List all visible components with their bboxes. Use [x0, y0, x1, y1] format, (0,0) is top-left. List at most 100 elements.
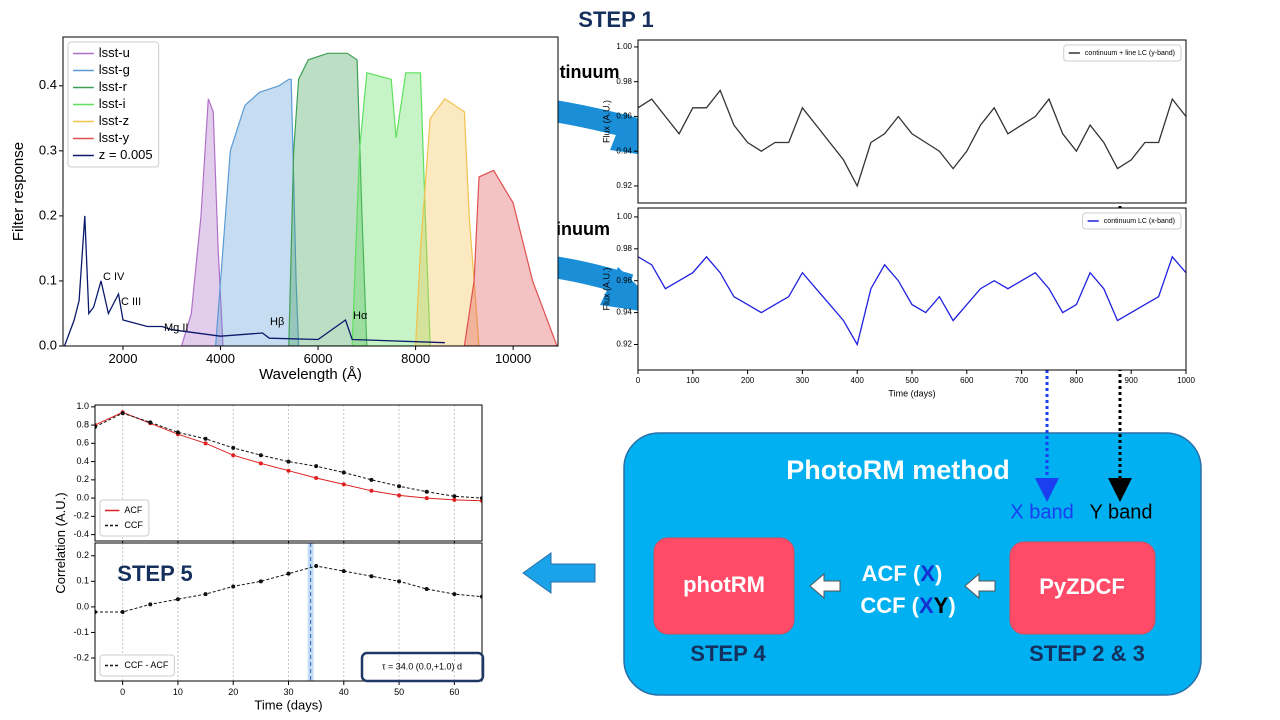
- x-tick-label: 2000: [109, 351, 138, 366]
- filter-area: [288, 52, 368, 346]
- legend-label: lsst-z: [99, 113, 129, 128]
- point: [231, 445, 236, 450]
- legend-box: [67, 41, 160, 168]
- y-tick-label: 0.1: [39, 272, 57, 287]
- legend-label: ACF: [124, 505, 143, 515]
- point: [286, 468, 291, 473]
- x-tick-label: 1000: [1177, 376, 1195, 385]
- filter-area: [180, 98, 224, 346]
- y-axis-label: Flux (A.U.): [602, 100, 612, 143]
- point: [452, 497, 457, 502]
- y-tick-label: 0.94: [616, 308, 632, 317]
- point: [258, 461, 263, 466]
- x-tick-label: 800: [1070, 376, 1084, 385]
- x-tick-label: 10: [173, 687, 183, 697]
- line-annotation: C IV: [103, 271, 125, 283]
- pyzdcf-label: PyZDCF: [1039, 574, 1125, 599]
- point: [314, 476, 319, 481]
- y-tick-label: 0.96: [616, 276, 632, 285]
- point: [120, 411, 125, 416]
- x-tick-label: 200: [741, 376, 755, 385]
- x-tick-label: 300: [796, 376, 810, 385]
- frame: [94, 542, 483, 682]
- legend: continuum + line LC (y-band): [1063, 44, 1182, 62]
- y-tick-label: 0.98: [616, 244, 632, 253]
- y-tick-label: 0.8: [76, 419, 89, 429]
- line-annotation: C III: [121, 296, 141, 308]
- point: [424, 489, 429, 494]
- point: [175, 430, 180, 435]
- point: [452, 592, 457, 597]
- legend-label: lsst-u: [99, 45, 130, 60]
- ccf-label: CCF (XY): [860, 593, 955, 618]
- filter-area: [415, 97, 480, 346]
- y-tick-label: 0.4: [39, 77, 57, 92]
- text: CCF (: [860, 593, 919, 618]
- photrm-label: photRM: [683, 572, 765, 597]
- point: [120, 610, 125, 614]
- series-line: [95, 565, 482, 613]
- point: [397, 484, 402, 489]
- series-group: [638, 255, 1186, 347]
- x-tick-label: 0: [120, 687, 125, 697]
- lag-annotation: τ = 34.0 (0.0,+1.0) d: [382, 661, 462, 671]
- x-tick-label: 700: [1015, 376, 1029, 385]
- legend-label: CCF - ACF: [124, 660, 169, 670]
- legend-box: [99, 654, 175, 677]
- y-axis-label: Filter response: [10, 142, 27, 241]
- y-tick-label: 1.00: [616, 212, 632, 221]
- point: [369, 488, 374, 493]
- y-axis-label: Correlation (A.U.): [53, 492, 68, 593]
- filter-area: [463, 169, 558, 346]
- text: X: [920, 561, 935, 586]
- x-tick-label: 60: [449, 687, 459, 697]
- point: [369, 574, 374, 579]
- legend: lsst-u lsst-g lsst-r lsst-i lsst-z lsst-y z = …: [67, 41, 160, 168]
- frame: [637, 207, 1187, 371]
- point: [424, 496, 429, 501]
- point: [341, 470, 346, 475]
- point: [148, 420, 153, 425]
- chart: 0 100 200 300 400 500 600 700 800 900 1000 0.92 0.94…: [602, 207, 1195, 398]
- text: ): [935, 561, 942, 586]
- legend-box: [99, 499, 150, 537]
- line-annotation: Hα: [353, 310, 368, 322]
- text: ): [948, 593, 955, 618]
- legend: continuum LC (x-band): [1082, 212, 1182, 230]
- chart: 0 10 20 30 40 50 60 -0.2 -0.1 0.0 0.1 0.2 CCF - ACF T…: [73, 542, 483, 712]
- step-label: STEP 1: [578, 7, 653, 32]
- text: X: [919, 593, 934, 618]
- frame: [94, 404, 483, 542]
- y-tick-label: 0.2: [39, 207, 57, 222]
- point: [203, 441, 208, 446]
- y-tick-label: -0.1: [73, 627, 89, 637]
- legend-label: lsst-y: [99, 130, 130, 145]
- x-tick-label: 500: [905, 376, 919, 385]
- x-tick-label: 400: [851, 376, 865, 385]
- plot-area: [638, 40, 1186, 203]
- legend-label: lsst-i: [99, 96, 126, 111]
- x-axis-label: Wavelength (Å): [259, 366, 362, 383]
- photrm-box: [653, 537, 795, 635]
- point: [286, 571, 291, 576]
- chart: 0.92 0.94 0.96 0.98 1.00 continuum + line LC …: [602, 39, 1187, 204]
- point: [258, 453, 263, 458]
- series-group: [95, 564, 482, 614]
- y-tick-label: -0.4: [73, 529, 89, 539]
- y-band: Y band: [1089, 501, 1152, 523]
- chart: 2000 4000 6000 8000 10000 0.0 0.1 0.2 0.3 0.4 lsst…: [10, 36, 559, 383]
- y-tick-label: 0.96: [616, 112, 632, 121]
- pyzdcf-box: [1009, 541, 1156, 635]
- y-tick-label: 0.94: [616, 146, 632, 155]
- point: [148, 602, 153, 607]
- x-band: X band: [1010, 501, 1073, 523]
- y-tick-label: 0.4: [76, 456, 89, 466]
- point: [314, 464, 319, 469]
- x-tick-label: 10000: [495, 351, 531, 366]
- legend-label: continuum LC (x-band): [1104, 218, 1175, 225]
- frame: [637, 39, 1187, 204]
- x-axis-label: Time (days): [888, 388, 935, 398]
- y-axis-label: Flux (A.U.): [602, 267, 612, 310]
- arrow: [522, 552, 596, 594]
